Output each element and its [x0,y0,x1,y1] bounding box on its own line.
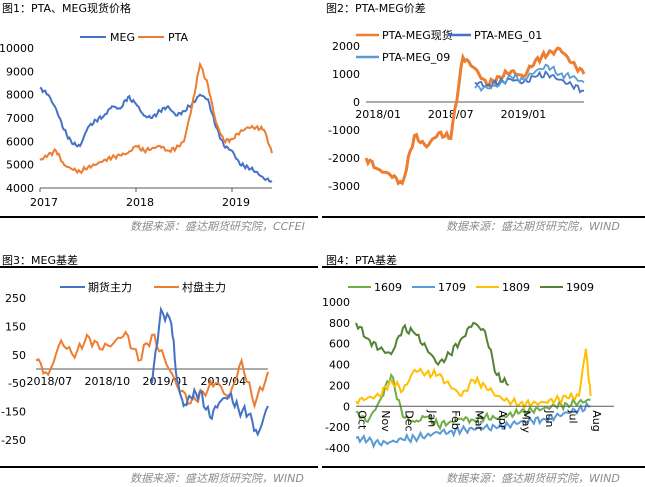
chart-meg-basis: -250 -150 -50 50 150 250 2018/07 2018/10 2019/01… [1,280,269,447]
y-tick-label-0: 4000 [6,182,34,195]
x-tick-label-3: Jan [426,409,439,427]
legend-label-pta-meg-09: PTA-MEG_09 [382,51,450,64]
figure-3-divider [0,466,318,468]
y-tick-label-1: 5000 [6,159,34,172]
figure-4-title: 图4：PTA基差 [326,254,398,267]
figure-1-source: 数据来源：盛达期货研究院，CCFEI [130,220,305,233]
x-tick-label-1: Nov [379,410,392,432]
series-line-futures-main [151,305,269,437]
x-tick-label-4: Feb [449,410,462,429]
x-tick-label-2: 2019/01 [501,108,547,121]
y-tick-label-4: 8000 [6,89,34,102]
series-line-1809 [355,348,592,411]
figure-3-title: 图3：MEG基差 [2,254,78,267]
y-tick-label-3: 0 [353,96,360,109]
y-tick-label-6: 800 [329,317,350,330]
y-tick-label-1: -200 [325,421,350,434]
y-tick-label-5: 250 [5,292,26,305]
figure-4-top-rule [322,266,645,268]
x-tick-label-7: May [520,410,533,433]
x-tick-label-0: 2018/01 [355,108,401,121]
legend-label-meg: MEG [110,31,135,44]
y-tick-label-0: -3000 [328,180,360,193]
y-tick-label-4: 150 [5,320,26,333]
y-tick-label-6: 10000 [0,42,34,55]
legend-label-1609: 1609 [374,281,402,294]
y-tick-label-3: 7000 [6,112,34,125]
x-tick-label-1: 2018/07 [428,108,474,121]
y-tick-label-5: 600 [329,338,350,351]
x-tick-label-0: 2017 [30,196,58,209]
legend-label-1909: 1909 [566,281,594,294]
legend-label-village-main: 村盘主力 [182,280,226,294]
y-tick-label-3: 200 [329,379,350,392]
figure-2-title: 图2：PTA-MEG价差 [326,2,426,15]
y-tick-label-1: -150 [1,406,26,419]
series-line-pta-meg-01 [474,69,585,94]
legend-label-1709: 1709 [438,281,466,294]
series-line-village-main [35,330,269,410]
legend-label-pta-meg-01: PTA-MEG_01 [474,29,542,42]
y-tick-label-4: 1000 [332,68,360,81]
y-tick-label-7: 1000 [322,296,350,309]
y-tick-label-5: 2000 [332,40,360,53]
series-line-meg [39,86,273,183]
y-tick-label-4: 400 [329,359,350,372]
x-tick-label-1: 2018/10 [84,375,130,388]
figure-1-title: 图1：PTA、MEG现货价格 [2,2,131,15]
legend-label-pta-meg-: PTA-MEG现货 [382,28,453,42]
x-tick-label-1: 2018 [126,196,154,209]
figure-2-source: 数据来源：盛达期货研究院，WIND [446,220,620,233]
series-line-pta [39,61,273,175]
x-tick-label-2: Dec [402,410,415,431]
figure-3-top-rule [0,266,318,268]
x-tick-label-2: 2019 [222,196,250,209]
x-tick-label-6: Apr [496,410,509,430]
x-tick-label-9: Jul [566,409,579,423]
figure-2-divider [322,216,645,218]
y-tick-label-0: -400 [325,442,350,455]
figure-3-source: 数据来源：盛达期货研究院，WIND [130,472,304,485]
y-tick-label-1: -2000 [328,152,360,165]
x-tick-label-10: Aug [590,410,603,431]
series-line-1709 [355,401,591,449]
chart-pta-meg-spread: -3000 -2000 -1000 0 1000 2000 2018/01 2018/07 20… [328,28,586,193]
legend-label-pta: PTA [168,31,188,44]
y-tick-label-3: 50 [12,349,26,362]
y-tick-label-2: 0 [343,400,350,413]
series-line-pta-meg- [364,46,586,186]
series-line-1909 [355,321,510,387]
y-tick-label-2: 6000 [6,135,34,148]
figure-1-divider [0,216,318,218]
x-tick-label-5: Mar [473,410,486,431]
x-tick-label-0: 2018/07 [26,375,72,388]
y-tick-label-2: -1000 [328,124,360,137]
x-tick-label-8: Jun [543,409,556,427]
y-tick-label-0: -250 [1,434,26,447]
x-tick-label-0: Oct [355,410,368,430]
x-tick-label-2: 2019/01 [142,375,188,388]
figure-4-source: 数据来源：盛达期货研究院，WIND [446,472,620,485]
y-tick-label-5: 9000 [6,65,34,78]
legend-label-1809: 1809 [502,281,530,294]
chart-pta-meg-spot-price: 4000 5000 6000 7000 8000 9000 10000 2017 2018 201… [0,31,273,209]
legend-label-futures-main: 期货主力 [88,280,132,294]
figure-4-divider [322,466,645,468]
series-line-pta-meg-09 [474,63,585,93]
x-tick-label-3: 2019/04 [200,375,246,388]
chart-pta-basis: -400 -200 0 200 400 600 800 1000 Oct Nov Dec Jan Feb… [322,281,614,455]
y-tick-label-2: -50 [8,377,26,390]
